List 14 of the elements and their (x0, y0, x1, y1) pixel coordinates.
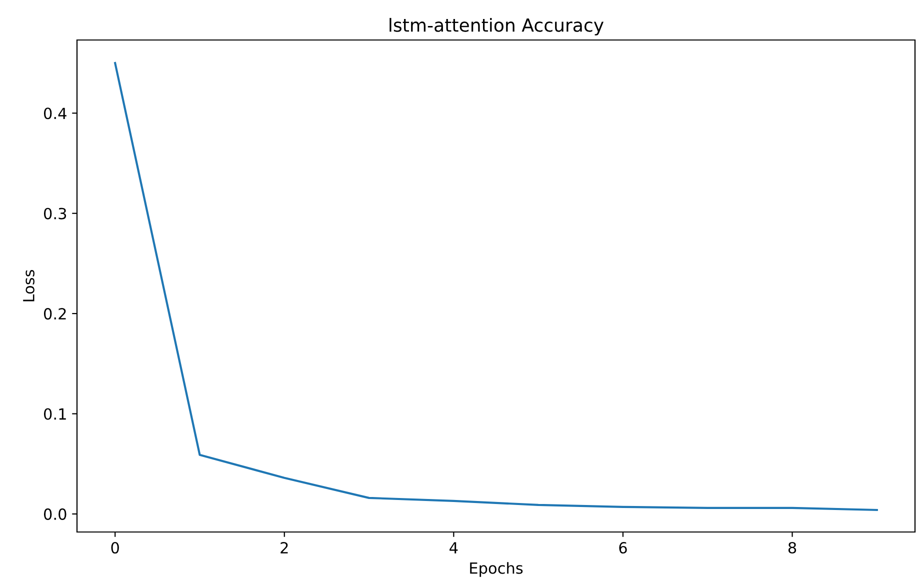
x-tick-label: 0 (111, 542, 119, 554)
x-axis-title: Epochs (470, 562, 523, 577)
x-tick-label: 2 (280, 542, 288, 554)
y-tick-label: 0.4 (44, 108, 66, 120)
x-tick-label: 8 (788, 542, 796, 554)
x-tick-label: 4 (450, 542, 458, 554)
y-tick-label: 0.2 (44, 308, 66, 320)
y-axis-title: Loss (23, 270, 34, 302)
y-tick-label: 0.1 (44, 408, 66, 420)
y-tick-label: 0.3 (44, 208, 66, 220)
x-tick-label: 6 (619, 542, 627, 554)
y-tick-label: 0.0 (44, 508, 66, 520)
chart-title: lstm-attention Accuracy (390, 18, 604, 36)
line-series (114, 62, 878, 511)
